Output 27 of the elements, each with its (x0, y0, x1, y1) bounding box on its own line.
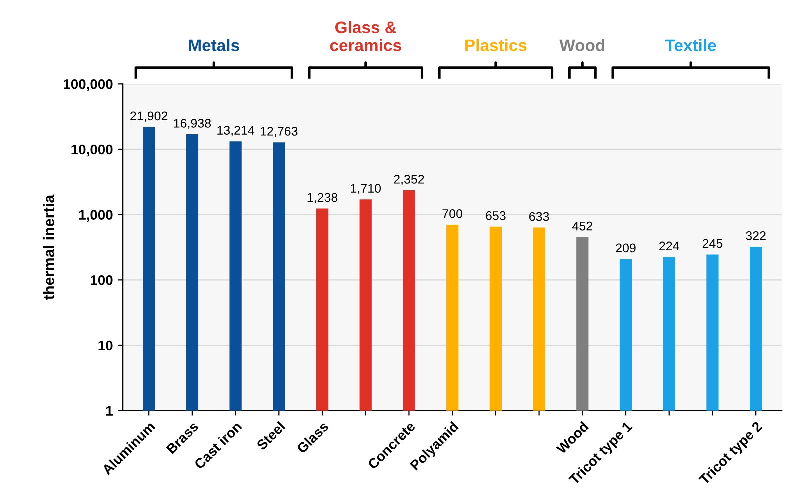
text: Metals (189, 39, 240, 52)
data-label: 209 (616, 244, 636, 253)
text: Textile (665, 39, 716, 52)
data-label: 21,902 (130, 112, 168, 122)
y-tick-label: 100 (91, 276, 113, 286)
y-tick-label: 10 (98, 340, 113, 351)
data-label: 452 (572, 222, 592, 231)
data-label: 322 (746, 232, 766, 240)
data-label: 13,214 (218, 126, 255, 136)
data-label: 653 (486, 211, 506, 220)
data-label: 1,238 (308, 193, 338, 204)
data-label: 700 (442, 209, 463, 218)
text: Glass & ceramics (330, 21, 402, 52)
data-label: 633 (530, 212, 550, 222)
data-label: 1,710 (351, 184, 382, 194)
y-tick-label: 1,000 (79, 210, 113, 222)
y-tick-label: 100,000 (64, 79, 113, 92)
y-tick-label: 1 (106, 406, 113, 416)
data-label: 224 (660, 242, 680, 251)
data-label: 16,938 (174, 119, 212, 130)
y-axis-title: thermal inertia (43, 194, 55, 300)
data-label: 2,352 (394, 175, 424, 186)
y-tick-label: 10,000 (72, 144, 113, 157)
text: Plastics (466, 39, 527, 52)
data-label: 245 (702, 239, 723, 248)
text: Wood (560, 39, 605, 52)
data-label: 12,763 (260, 127, 298, 138)
